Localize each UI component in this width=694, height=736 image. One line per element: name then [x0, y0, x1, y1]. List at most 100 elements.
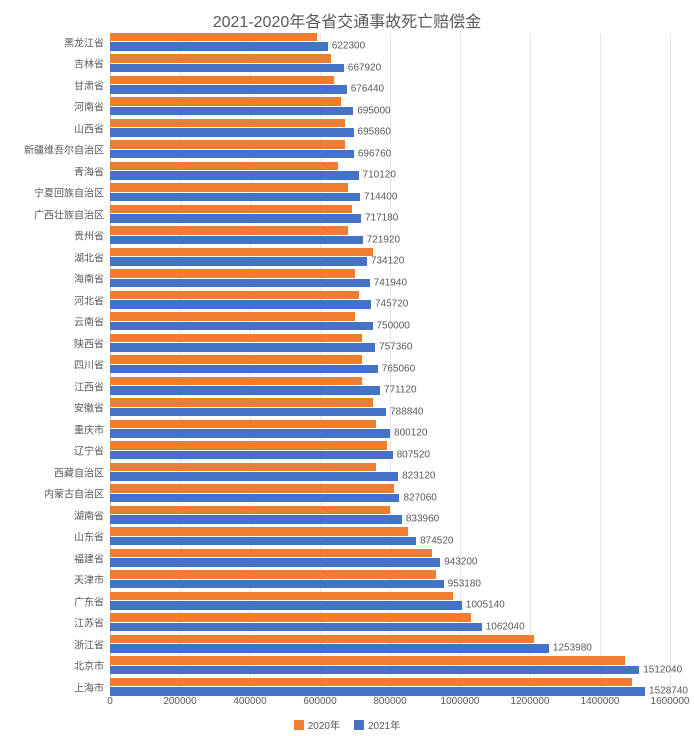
- bar-2020: [110, 484, 394, 493]
- y-category-label: 河南省: [74, 99, 110, 114]
- bar-2020: [110, 656, 625, 665]
- y-category-label: 广西壮族自治区: [34, 206, 110, 221]
- bar-2021: [110, 623, 482, 632]
- value-label: 676440: [351, 84, 384, 95]
- bar-2021: [110, 64, 344, 73]
- value-label: 1062040: [486, 621, 525, 632]
- y-category-label: 吉林省: [74, 56, 110, 71]
- bar-2021: [110, 666, 639, 675]
- y-category-label: 辽宁省: [74, 443, 110, 458]
- y-category-label: 海南省: [74, 271, 110, 286]
- value-label: 622300: [332, 41, 365, 52]
- value-label: 788840: [390, 406, 423, 417]
- x-tick-label: 600000: [303, 696, 336, 707]
- y-category-label: 山东省: [74, 529, 110, 544]
- x-gridline: [670, 34, 671, 694]
- bar-2021: [110, 322, 373, 331]
- y-category-label: 北京市: [74, 658, 110, 673]
- y-category-label: 四川省: [74, 357, 110, 372]
- value-label: 765060: [382, 363, 415, 374]
- y-category-label: 福建省: [74, 550, 110, 565]
- bar-2021: [110, 558, 440, 567]
- value-label: 667920: [348, 62, 381, 73]
- bar-2021: [110, 214, 361, 223]
- value-label: 943200: [444, 557, 477, 568]
- value-label: 1528740: [649, 686, 688, 697]
- bar-2020: [110, 119, 345, 128]
- value-label: 827060: [403, 492, 436, 503]
- y-category-label: 陕西省: [74, 335, 110, 350]
- bar-2021: [110, 107, 353, 116]
- bar-2020: [110, 312, 355, 321]
- bar-2020: [110, 334, 362, 343]
- bar-2021: [110, 472, 398, 481]
- bar-2021: [110, 451, 393, 460]
- legend-swatch: [354, 720, 364, 730]
- bar-2021: [110, 236, 363, 245]
- bar-2020: [110, 33, 317, 42]
- bar-2020: [110, 226, 348, 235]
- bar-2021: [110, 386, 380, 395]
- bar-2020: [110, 592, 453, 601]
- chart-legend: 2020年 2021年: [0, 717, 694, 732]
- bar-2021: [110, 494, 399, 503]
- y-category-label: 安徽省: [74, 400, 110, 415]
- bar-2021: [110, 85, 347, 94]
- y-category-label: 黑龙江省: [64, 34, 110, 49]
- bar-2020: [110, 140, 345, 149]
- y-category-label: 西藏自治区: [54, 464, 110, 479]
- legend-item: 2021年: [354, 717, 400, 732]
- x-tick-label: 1400000: [581, 696, 620, 707]
- y-category-label: 甘肃省: [74, 77, 110, 92]
- y-category-label: 浙江省: [74, 636, 110, 651]
- value-label: 1512040: [643, 664, 682, 675]
- y-category-label: 河北省: [74, 292, 110, 307]
- x-gridline: [530, 34, 531, 694]
- value-label: 750000: [377, 320, 410, 331]
- legend-item: 2020年: [294, 717, 340, 732]
- bar-2020: [110, 463, 376, 472]
- bar-2021: [110, 408, 386, 417]
- bar-2020: [110, 76, 334, 85]
- value-label: 721920: [367, 234, 400, 245]
- y-category-label: 江西省: [74, 378, 110, 393]
- y-category-label: 天津市: [74, 572, 110, 587]
- bar-2020: [110, 398, 373, 407]
- value-label: 695000: [357, 105, 390, 116]
- bar-2021: [110, 515, 402, 524]
- value-label: 757360: [379, 342, 412, 353]
- value-label: 953180: [448, 578, 481, 589]
- x-gridline: [600, 34, 601, 694]
- legend-label: 2021年: [368, 717, 400, 732]
- bar-2021: [110, 257, 367, 266]
- bar-2021: [110, 300, 371, 309]
- y-category-label: 湖北省: [74, 249, 110, 264]
- x-tick-label: 200000: [163, 696, 196, 707]
- x-tick-label: 1000000: [441, 696, 480, 707]
- bar-2020: [110, 248, 373, 257]
- y-category-label: 云南省: [74, 314, 110, 329]
- bar-2020: [110, 54, 331, 63]
- bar-2020: [110, 269, 355, 278]
- x-tick-label: 0: [107, 696, 113, 707]
- value-label: 807520: [397, 449, 430, 460]
- plot-area: 0200000400000600000800000100000012000001…: [110, 34, 670, 694]
- y-category-label: 贵州省: [74, 228, 110, 243]
- bar-2021: [110, 42, 328, 51]
- x-tick-label: 1600000: [651, 696, 690, 707]
- legend-swatch: [294, 720, 304, 730]
- y-category-label: 宁夏回族自治区: [34, 185, 110, 200]
- value-label: 823120: [402, 471, 435, 482]
- value-label: 833960: [406, 514, 439, 525]
- value-label: 696760: [358, 148, 391, 159]
- bar-2021: [110, 128, 354, 137]
- bar-2020: [110, 527, 408, 536]
- bar-2020: [110, 613, 471, 622]
- bar-2020: [110, 570, 436, 579]
- value-label: 741940: [374, 277, 407, 288]
- y-category-label: 内蒙古自治区: [44, 486, 110, 501]
- x-tick-label: 1200000: [511, 696, 550, 707]
- value-label: 745720: [375, 299, 408, 310]
- bar-2020: [110, 97, 341, 106]
- legend-label: 2020年: [308, 717, 340, 732]
